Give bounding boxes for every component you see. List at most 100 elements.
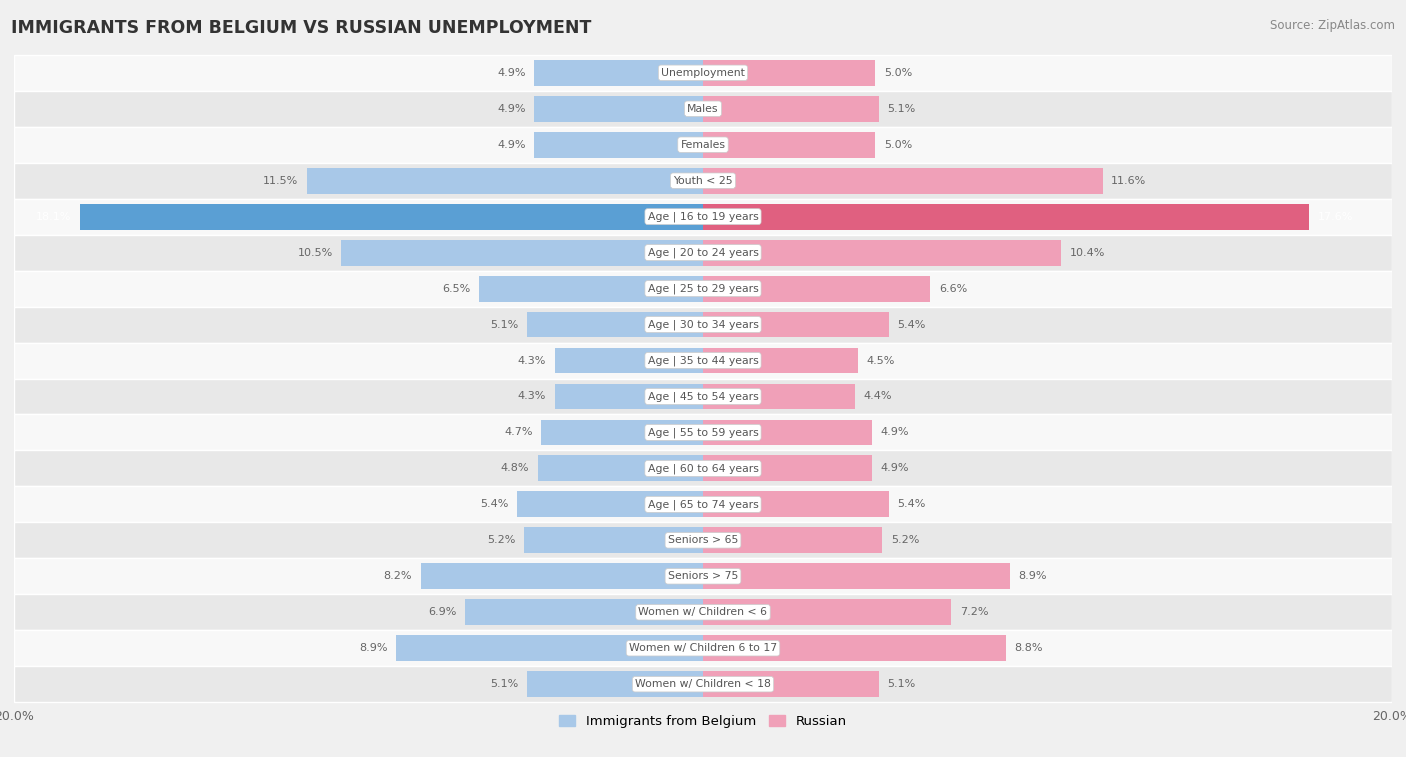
Bar	[14, 163, 1392, 198]
Bar	[703, 528, 882, 553]
Text: 5.2%: 5.2%	[891, 535, 920, 545]
Text: 4.3%: 4.3%	[517, 391, 547, 401]
Text: 6.9%: 6.9%	[429, 607, 457, 617]
Text: 18.1%: 18.1%	[35, 212, 70, 222]
Bar	[703, 60, 875, 86]
Bar	[703, 419, 872, 445]
Bar	[534, 60, 703, 86]
Text: 4.4%: 4.4%	[863, 391, 891, 401]
Bar	[396, 635, 703, 661]
Text: Age | 45 to 54 years: Age | 45 to 54 years	[648, 391, 758, 402]
Bar	[541, 419, 703, 445]
Bar	[307, 168, 703, 194]
Text: Source: ZipAtlas.com: Source: ZipAtlas.com	[1270, 19, 1395, 32]
Bar	[420, 563, 703, 589]
Text: Seniors > 75: Seniors > 75	[668, 572, 738, 581]
Text: 6.5%: 6.5%	[443, 284, 471, 294]
Bar	[534, 132, 703, 157]
Text: Males: Males	[688, 104, 718, 114]
Bar	[703, 96, 879, 122]
Bar	[517, 491, 703, 517]
Bar	[14, 198, 1392, 235]
Text: Youth < 25: Youth < 25	[673, 176, 733, 185]
Bar	[534, 96, 703, 122]
Bar	[703, 204, 1309, 229]
Text: 4.9%: 4.9%	[498, 104, 526, 114]
Text: 5.1%: 5.1%	[887, 104, 915, 114]
Text: Age | 30 to 34 years: Age | 30 to 34 years	[648, 319, 758, 330]
Text: 8.2%: 8.2%	[384, 572, 412, 581]
Text: Women w/ Children < 6: Women w/ Children < 6	[638, 607, 768, 617]
Text: 5.0%: 5.0%	[884, 68, 912, 78]
Bar	[14, 450, 1392, 487]
Bar	[14, 522, 1392, 559]
Bar	[14, 235, 1392, 270]
Text: Age | 20 to 24 years: Age | 20 to 24 years	[648, 248, 758, 258]
Text: 4.9%: 4.9%	[498, 68, 526, 78]
Text: 4.5%: 4.5%	[866, 356, 896, 366]
Bar	[14, 378, 1392, 415]
Text: Unemployment: Unemployment	[661, 68, 745, 78]
Text: 8.9%: 8.9%	[1018, 572, 1046, 581]
Bar	[14, 594, 1392, 631]
Text: Age | 65 to 74 years: Age | 65 to 74 years	[648, 499, 758, 509]
Text: Women w/ Children < 18: Women w/ Children < 18	[636, 679, 770, 689]
Text: 4.8%: 4.8%	[501, 463, 529, 473]
Bar	[703, 240, 1062, 266]
Text: 7.2%: 7.2%	[960, 607, 988, 617]
Bar	[555, 384, 703, 410]
Text: Age | 25 to 29 years: Age | 25 to 29 years	[648, 283, 758, 294]
Text: 4.9%: 4.9%	[498, 140, 526, 150]
Text: 17.6%: 17.6%	[1317, 212, 1353, 222]
Bar	[703, 635, 1007, 661]
Text: 5.4%: 5.4%	[897, 500, 927, 509]
Bar	[703, 456, 872, 481]
Text: Age | 35 to 44 years: Age | 35 to 44 years	[648, 355, 758, 366]
Bar	[14, 631, 1392, 666]
Text: 11.6%: 11.6%	[1111, 176, 1146, 185]
Bar	[342, 240, 703, 266]
Bar	[465, 600, 703, 625]
Bar	[14, 666, 1392, 702]
Bar	[14, 559, 1392, 594]
Text: 4.9%: 4.9%	[880, 463, 908, 473]
Bar	[703, 671, 879, 697]
Bar	[14, 415, 1392, 450]
Bar	[479, 276, 703, 301]
Text: Women w/ Children 6 to 17: Women w/ Children 6 to 17	[628, 643, 778, 653]
Bar	[14, 270, 1392, 307]
Bar	[703, 563, 1010, 589]
Bar	[14, 342, 1392, 378]
Bar	[14, 91, 1392, 126]
Text: 4.7%: 4.7%	[503, 428, 533, 438]
Text: Age | 16 to 19 years: Age | 16 to 19 years	[648, 211, 758, 222]
Text: 5.1%: 5.1%	[491, 319, 519, 329]
Text: Seniors > 65: Seniors > 65	[668, 535, 738, 545]
Text: 4.9%: 4.9%	[880, 428, 908, 438]
Bar	[14, 487, 1392, 522]
Text: 5.1%: 5.1%	[887, 679, 915, 689]
Text: 6.6%: 6.6%	[939, 284, 967, 294]
Bar	[703, 312, 889, 338]
Bar	[537, 456, 703, 481]
Bar	[703, 347, 858, 373]
Text: 10.5%: 10.5%	[298, 248, 333, 257]
Bar	[527, 671, 703, 697]
Legend: Immigrants from Belgium, Russian: Immigrants from Belgium, Russian	[554, 709, 852, 734]
Text: 10.4%: 10.4%	[1070, 248, 1105, 257]
Text: 8.8%: 8.8%	[1015, 643, 1043, 653]
Text: IMMIGRANTS FROM BELGIUM VS RUSSIAN UNEMPLOYMENT: IMMIGRANTS FROM BELGIUM VS RUSSIAN UNEMP…	[11, 19, 592, 37]
Text: 11.5%: 11.5%	[263, 176, 298, 185]
Bar	[555, 347, 703, 373]
Text: 5.1%: 5.1%	[491, 679, 519, 689]
Bar	[703, 132, 875, 157]
Bar	[14, 307, 1392, 342]
Bar	[703, 491, 889, 517]
Bar	[14, 55, 1392, 91]
Bar	[703, 384, 855, 410]
Bar	[14, 126, 1392, 163]
Text: 5.0%: 5.0%	[884, 140, 912, 150]
Text: Age | 60 to 64 years: Age | 60 to 64 years	[648, 463, 758, 474]
Bar	[703, 600, 950, 625]
Bar	[80, 204, 703, 229]
